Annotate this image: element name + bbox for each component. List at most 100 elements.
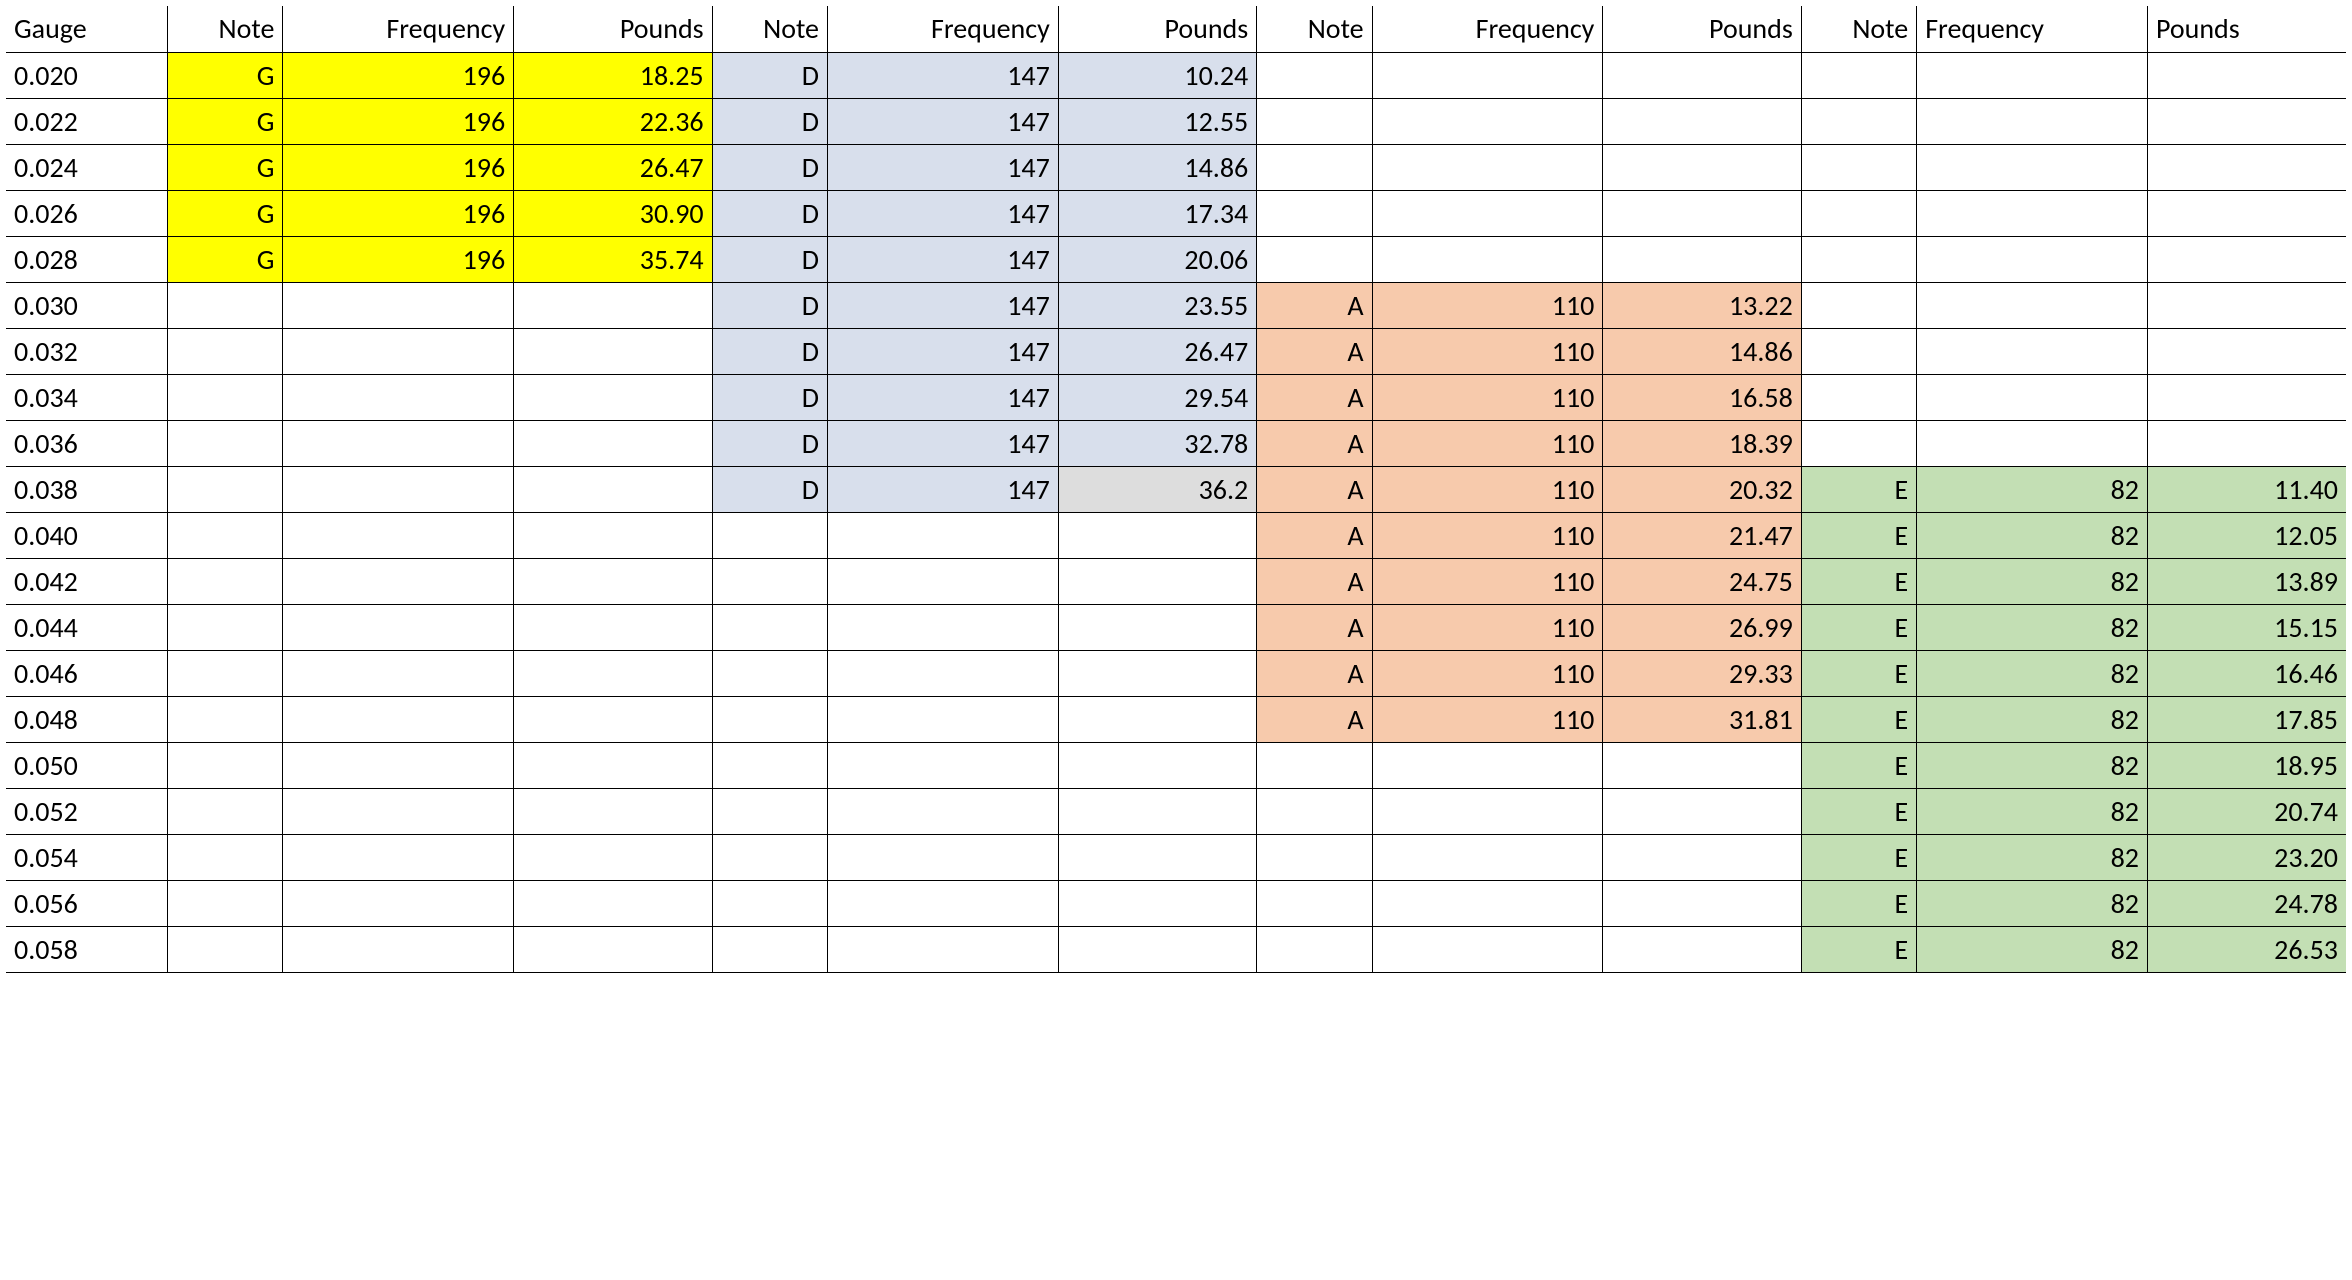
cell-p3 [1603, 742, 1801, 788]
table-row: 0.038D14736.2A11020.32E8211.40 [6, 466, 2346, 512]
cell-n4 [1801, 328, 1916, 374]
cell-p2 [1058, 742, 1256, 788]
cell-f2: 147 [828, 236, 1059, 282]
cell-gauge: 0.048 [6, 696, 168, 742]
table-row: 0.022G19622.36D14712.55 [6, 98, 2346, 144]
cell-f2: 147 [828, 282, 1059, 328]
cell-n4: E [1801, 880, 1916, 926]
cell-f2: 147 [828, 328, 1059, 374]
cell-f1 [283, 926, 514, 972]
cell-p3: 18.39 [1603, 420, 1801, 466]
cell-n2: D [712, 420, 827, 466]
cell-n4: E [1801, 604, 1916, 650]
col-header-f1: Frequency [283, 6, 514, 52]
cell-p4: 23.20 [2147, 834, 2346, 880]
cell-gauge: 0.040 [6, 512, 168, 558]
cell-p4: 20.74 [2147, 788, 2346, 834]
cell-f2: 147 [828, 144, 1059, 190]
cell-n3: A [1257, 558, 1372, 604]
cell-f3: 110 [1372, 466, 1603, 512]
cell-n2: D [712, 190, 827, 236]
cell-p4: 15.15 [2147, 604, 2346, 650]
table-row: 0.030D14723.55A11013.22 [6, 282, 2346, 328]
cell-p2: 12.55 [1058, 98, 1256, 144]
cell-n3 [1257, 52, 1372, 98]
col-header-gauge: Gauge [6, 6, 168, 52]
cell-n4: E [1801, 466, 1916, 512]
cell-f4: 82 [1917, 742, 2148, 788]
cell-p3: 26.99 [1603, 604, 1801, 650]
cell-n1 [168, 742, 283, 788]
cell-p4: 26.53 [2147, 926, 2346, 972]
cell-p1: 35.74 [514, 236, 712, 282]
cell-f1 [283, 558, 514, 604]
cell-n1 [168, 282, 283, 328]
cell-n4 [1801, 420, 1916, 466]
cell-f1 [283, 834, 514, 880]
cell-f3: 110 [1372, 604, 1603, 650]
cell-p3 [1603, 788, 1801, 834]
cell-f1 [283, 282, 514, 328]
cell-n1 [168, 788, 283, 834]
cell-p4 [2147, 144, 2346, 190]
cell-f2 [828, 650, 1059, 696]
cell-f1: 196 [283, 98, 514, 144]
cell-f3 [1372, 98, 1603, 144]
table-row: 0.020G19618.25D14710.24 [6, 52, 2346, 98]
cell-p4: 17.85 [2147, 696, 2346, 742]
cell-p1 [514, 880, 712, 926]
cell-gauge: 0.044 [6, 604, 168, 650]
col-header-n2: Note [712, 6, 827, 52]
cell-f4 [1917, 420, 2148, 466]
cell-f1 [283, 696, 514, 742]
cell-n1 [168, 834, 283, 880]
cell-f3: 110 [1372, 328, 1603, 374]
cell-p4: 12.05 [2147, 512, 2346, 558]
cell-f2 [828, 558, 1059, 604]
cell-n1 [168, 926, 283, 972]
cell-f1: 196 [283, 190, 514, 236]
cell-p1 [514, 650, 712, 696]
cell-f4 [1917, 144, 2148, 190]
cell-p3 [1603, 926, 1801, 972]
cell-n4: E [1801, 650, 1916, 696]
table-row: 0.050E8218.95 [6, 742, 2346, 788]
cell-n3 [1257, 834, 1372, 880]
cell-p1 [514, 558, 712, 604]
cell-n2 [712, 512, 827, 558]
cell-n1: G [168, 98, 283, 144]
cell-p2 [1058, 880, 1256, 926]
cell-gauge: 0.050 [6, 742, 168, 788]
table-row: 0.058E8226.53 [6, 926, 2346, 972]
cell-gauge: 0.034 [6, 374, 168, 420]
cell-gauge: 0.024 [6, 144, 168, 190]
cell-gauge: 0.036 [6, 420, 168, 466]
cell-p1 [514, 788, 712, 834]
cell-p1 [514, 374, 712, 420]
cell-p4: 24.78 [2147, 880, 2346, 926]
cell-p1 [514, 420, 712, 466]
cell-p1: 30.90 [514, 190, 712, 236]
cell-p2: 10.24 [1058, 52, 1256, 98]
cell-f3 [1372, 144, 1603, 190]
cell-n3 [1257, 236, 1372, 282]
cell-f4: 82 [1917, 512, 2148, 558]
cell-p2: 20.06 [1058, 236, 1256, 282]
cell-n1 [168, 604, 283, 650]
cell-n2: D [712, 374, 827, 420]
cell-p2 [1058, 696, 1256, 742]
cell-gauge: 0.042 [6, 558, 168, 604]
cell-p4: 18.95 [2147, 742, 2346, 788]
cell-f4: 82 [1917, 558, 2148, 604]
cell-f3: 110 [1372, 374, 1603, 420]
cell-n2 [712, 650, 827, 696]
cell-f1: 196 [283, 144, 514, 190]
cell-n2: D [712, 466, 827, 512]
cell-p2 [1058, 512, 1256, 558]
cell-f4 [1917, 328, 2148, 374]
cell-f4: 82 [1917, 604, 2148, 650]
cell-p4: 11.40 [2147, 466, 2346, 512]
cell-n3 [1257, 144, 1372, 190]
cell-p2 [1058, 788, 1256, 834]
cell-n3 [1257, 98, 1372, 144]
